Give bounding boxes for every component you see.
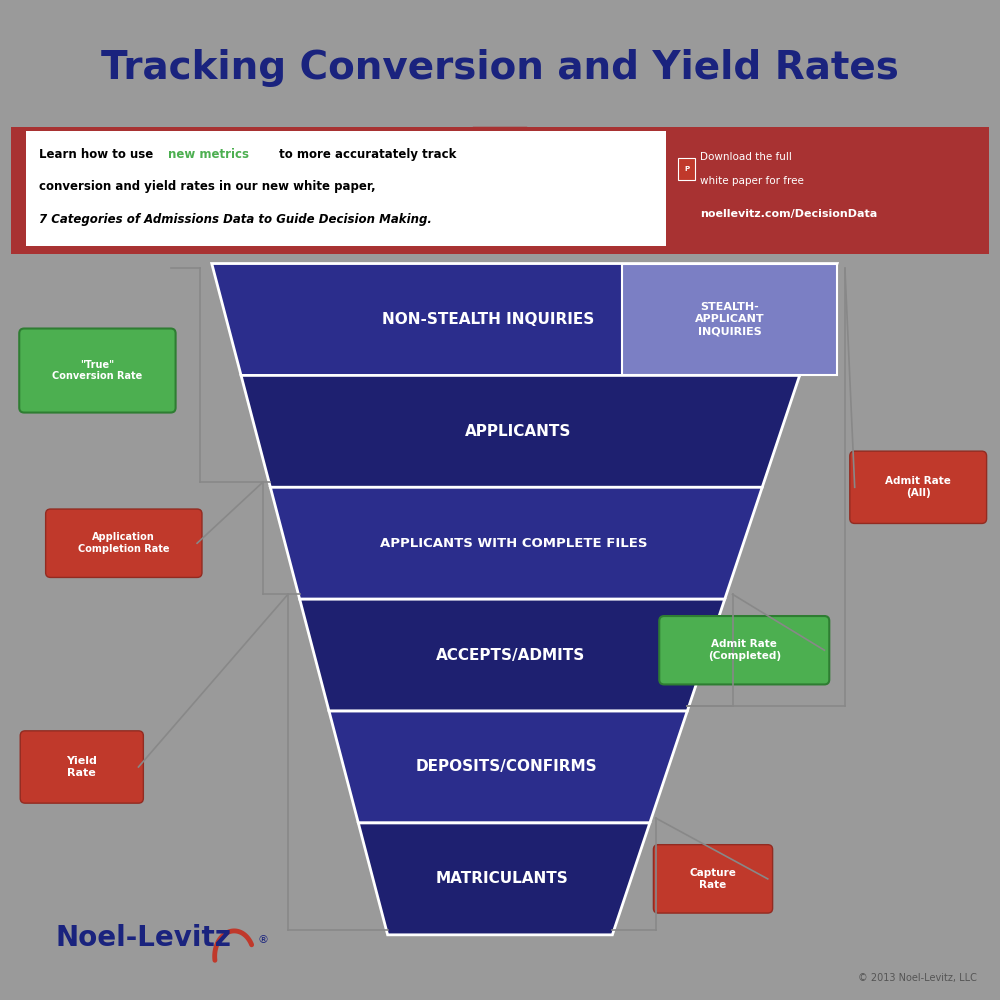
Text: "True"
Conversion Rate: "True" Conversion Rate [52, 360, 143, 381]
Text: white paper for free: white paper for free [700, 176, 804, 186]
Polygon shape [358, 823, 650, 935]
FancyBboxPatch shape [678, 158, 695, 180]
Text: APPLICANTS WITH COMPLETE FILES: APPLICANTS WITH COMPLETE FILES [380, 537, 648, 550]
Polygon shape [329, 711, 687, 823]
Text: Admit Rate
(Completed): Admit Rate (Completed) [708, 639, 781, 661]
Polygon shape [212, 264, 837, 375]
FancyBboxPatch shape [46, 509, 202, 577]
Text: MATRICULANTS: MATRICULANTS [436, 871, 568, 886]
FancyBboxPatch shape [19, 329, 176, 413]
Text: Application
Completion Rate: Application Completion Rate [78, 532, 170, 554]
FancyBboxPatch shape [622, 264, 837, 375]
Text: DEPOSITS/CONFIRMS: DEPOSITS/CONFIRMS [415, 759, 597, 774]
Text: new metrics: new metrics [168, 148, 249, 161]
Text: Noel-Levitz: Noel-Levitz [55, 924, 231, 952]
Text: Yield
Rate: Yield Rate [66, 756, 97, 778]
Text: ®: ® [258, 935, 269, 945]
Text: to more accuratately track: to more accuratately track [275, 148, 457, 161]
Polygon shape [270, 487, 762, 599]
Text: noellevitz.com/DecisionData: noellevitz.com/DecisionData [700, 209, 878, 219]
Text: © 2013 Noel-Levitz, LLC: © 2013 Noel-Levitz, LLC [858, 973, 977, 983]
Text: Admit Rate
(All): Admit Rate (All) [885, 476, 951, 498]
Text: P: P [684, 166, 689, 172]
FancyBboxPatch shape [20, 731, 143, 803]
FancyBboxPatch shape [26, 131, 666, 246]
Text: APPLICANTS: APPLICANTS [465, 424, 572, 439]
FancyBboxPatch shape [653, 845, 773, 913]
Text: 7 Categories of Admissions Data to Guide Decision Making.: 7 Categories of Admissions Data to Guide… [39, 213, 432, 226]
Text: Download the full: Download the full [700, 152, 792, 162]
FancyBboxPatch shape [659, 616, 829, 684]
Text: conversion and yield rates in our new white paper,: conversion and yield rates in our new wh… [39, 180, 380, 193]
Text: STEALTH-
APPLICANT
INQUIRIES: STEALTH- APPLICANT INQUIRIES [695, 302, 764, 337]
FancyBboxPatch shape [11, 127, 989, 254]
Polygon shape [300, 599, 725, 711]
Text: Learn how to use: Learn how to use [39, 148, 157, 161]
FancyBboxPatch shape [850, 451, 987, 523]
Text: NON-STEALTH INQUIRIES: NON-STEALTH INQUIRIES [382, 312, 594, 327]
Text: ACCEPTS/ADMITS: ACCEPTS/ADMITS [436, 648, 585, 663]
Text: Tracking Conversion and Yield Rates: Tracking Conversion and Yield Rates [101, 49, 899, 87]
Polygon shape [241, 375, 800, 487]
Polygon shape [473, 127, 527, 150]
Text: Capture
Rate: Capture Rate [690, 868, 736, 890]
